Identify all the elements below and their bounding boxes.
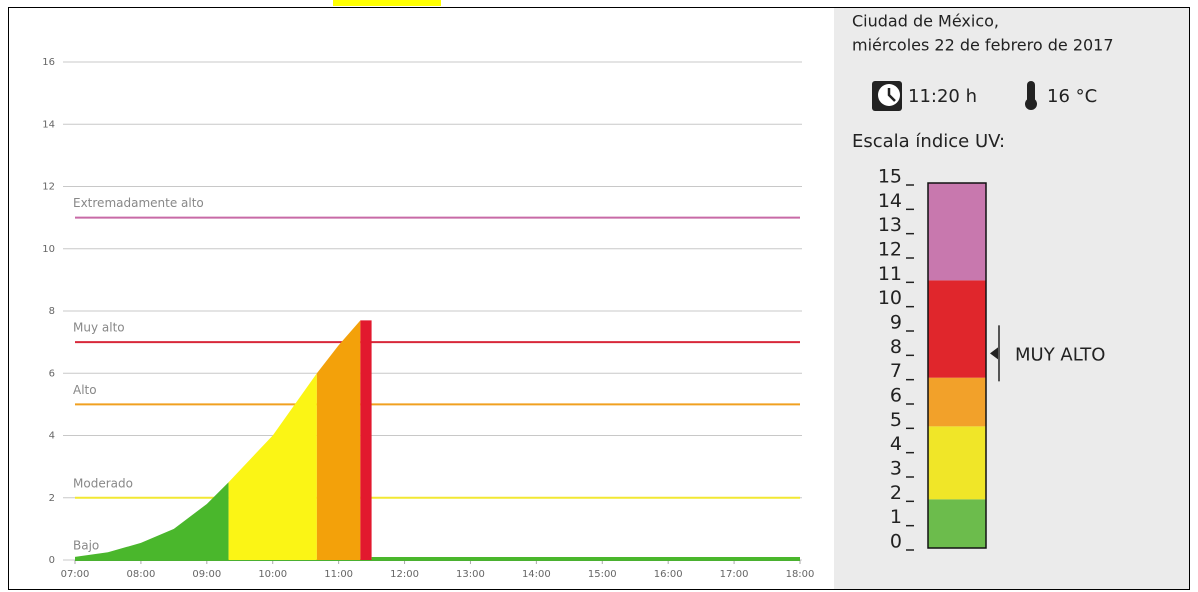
- scale-band: [928, 426, 986, 500]
- scale-tick-label: 13: [878, 214, 902, 236]
- y-tick-label: 6: [49, 368, 55, 379]
- x-tick-label: 17:00: [720, 569, 749, 580]
- y-tick-label: 8: [49, 306, 55, 317]
- x-tick-label: 08:00: [126, 569, 155, 580]
- title-highlight: [333, 0, 441, 6]
- scale-tick-label: 3: [890, 458, 902, 480]
- thermometer-icon: [1025, 81, 1037, 110]
- scale-tick-label: 4: [890, 433, 902, 455]
- threshold-label: Muy alto: [73, 321, 125, 335]
- y-tick-label: 2: [49, 493, 55, 504]
- uv-area: [75, 482, 229, 560]
- x-tick-label: 09:00: [192, 569, 221, 580]
- date: miércoles 22 de febrero de 2017: [852, 36, 1114, 55]
- x-tick-label: 14:00: [522, 569, 551, 580]
- x-tick-label: 16:00: [654, 569, 683, 580]
- scale-band: [928, 183, 986, 281]
- scale-tick-label: 5: [890, 409, 902, 431]
- y-tick-label: 14: [42, 119, 55, 130]
- threshold-label: Moderado: [73, 476, 133, 490]
- indicator-label: MUY ALTO: [1015, 344, 1105, 365]
- city: Ciudad de México,: [852, 12, 999, 31]
- threshold-label: Extremadamente alto: [73, 196, 204, 210]
- y-tick-label: 10: [42, 244, 55, 255]
- scale-tick-label: 12: [878, 239, 902, 261]
- y-tick-label: 0: [49, 555, 55, 566]
- scale-band: [928, 499, 986, 548]
- scale-tick-label: 0: [890, 531, 902, 553]
- x-tick-label: 10:00: [258, 569, 287, 580]
- x-tick-label: 18:00: [786, 569, 815, 580]
- indicator-arrow: [990, 347, 998, 360]
- threshold-label: Bajo: [73, 539, 99, 553]
- scale-band: [928, 280, 986, 378]
- scale-tick-label: 1: [890, 506, 902, 528]
- scale-tick-label: 14: [878, 190, 902, 212]
- clock-icon: [872, 81, 902, 111]
- scale-title: Escala índice UV:: [852, 131, 1005, 152]
- scale-tick-label: 10: [878, 287, 902, 309]
- uv-area: [316, 320, 361, 560]
- threshold-label: Alto: [73, 383, 97, 397]
- y-tick-label: 4: [49, 431, 55, 442]
- scale-tick-label: 2: [890, 482, 902, 504]
- x-tick-label: 11:00: [324, 569, 353, 580]
- scale-tick-label: 7: [890, 360, 902, 382]
- scale-border: [927, 182, 987, 549]
- x-tick-label: 12:00: [390, 569, 419, 580]
- time: 11:20 h: [908, 86, 977, 107]
- scale-tick-label: 8: [890, 336, 902, 358]
- y-tick-label: 12: [42, 182, 55, 193]
- uv-area: [360, 320, 372, 560]
- x-tick-label: 07:00: [61, 569, 90, 580]
- uv-area: [228, 373, 317, 560]
- scale-tick-label: 15: [878, 166, 902, 188]
- y-tick-label: 16: [42, 57, 55, 68]
- temperature: 16 °C: [1047, 86, 1097, 107]
- scale-tick-label: 11: [878, 263, 902, 285]
- x-tick-label: 15:00: [588, 569, 617, 580]
- x-tick-label: 13:00: [456, 569, 485, 580]
- scale-tick-label: 9: [890, 312, 902, 334]
- scale-tick-label: 6: [890, 385, 902, 407]
- scale-band: [928, 377, 986, 427]
